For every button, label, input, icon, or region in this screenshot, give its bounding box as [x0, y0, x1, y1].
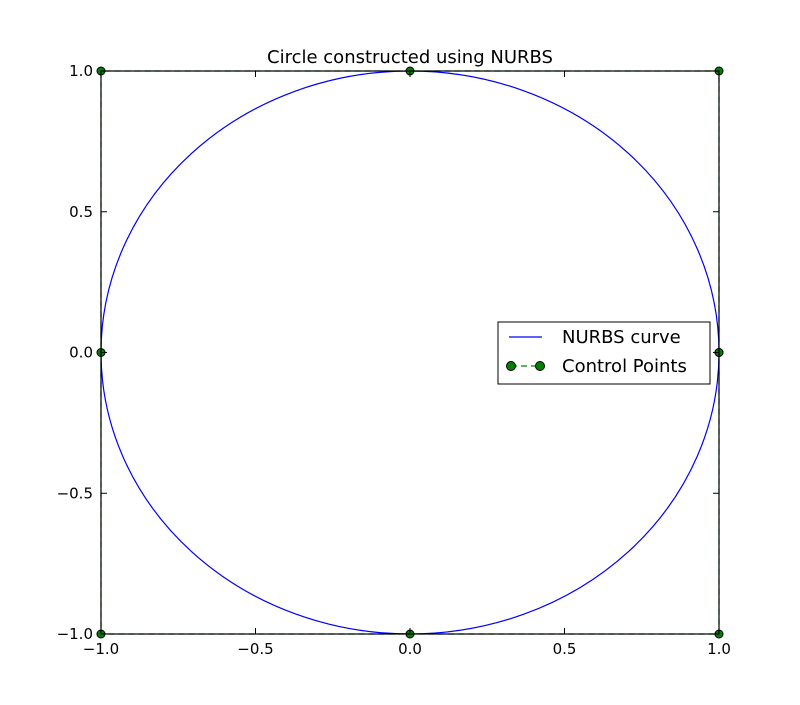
legend-box	[497, 321, 711, 385]
plot-frame	[100, 70, 720, 635]
legend-label-nurbs-curve: NURBS curve	[562, 327, 681, 348]
x-tick-label: −1.0	[83, 640, 119, 658]
axis-ticks: −1.0 −0.5 0.0 0.5 1.0 −1.0 −0.5 0.0 0.5 1.0	[57, 62, 731, 658]
chart-title: Circle constructed using NURBS	[267, 47, 553, 68]
x-tick-label: 1.0	[707, 640, 731, 658]
y-tick-label: −0.5	[57, 484, 93, 502]
legend-control-points-marker	[506, 361, 516, 371]
x-tick-label: −0.5	[237, 640, 273, 658]
y-tick-label: −1.0	[57, 625, 93, 643]
y-tick-label: 1.0	[69, 62, 93, 80]
x-tick-label: 0.5	[553, 640, 577, 658]
y-tick-label: 0.5	[69, 203, 93, 221]
legend-label-control-points: Control Points	[562, 356, 687, 377]
legend: NURBS curve Control Points	[497, 321, 711, 385]
legend-control-points-marker	[535, 361, 545, 371]
y-tick-label: 0.0	[69, 344, 93, 362]
x-tick-label: 0.0	[398, 640, 422, 658]
